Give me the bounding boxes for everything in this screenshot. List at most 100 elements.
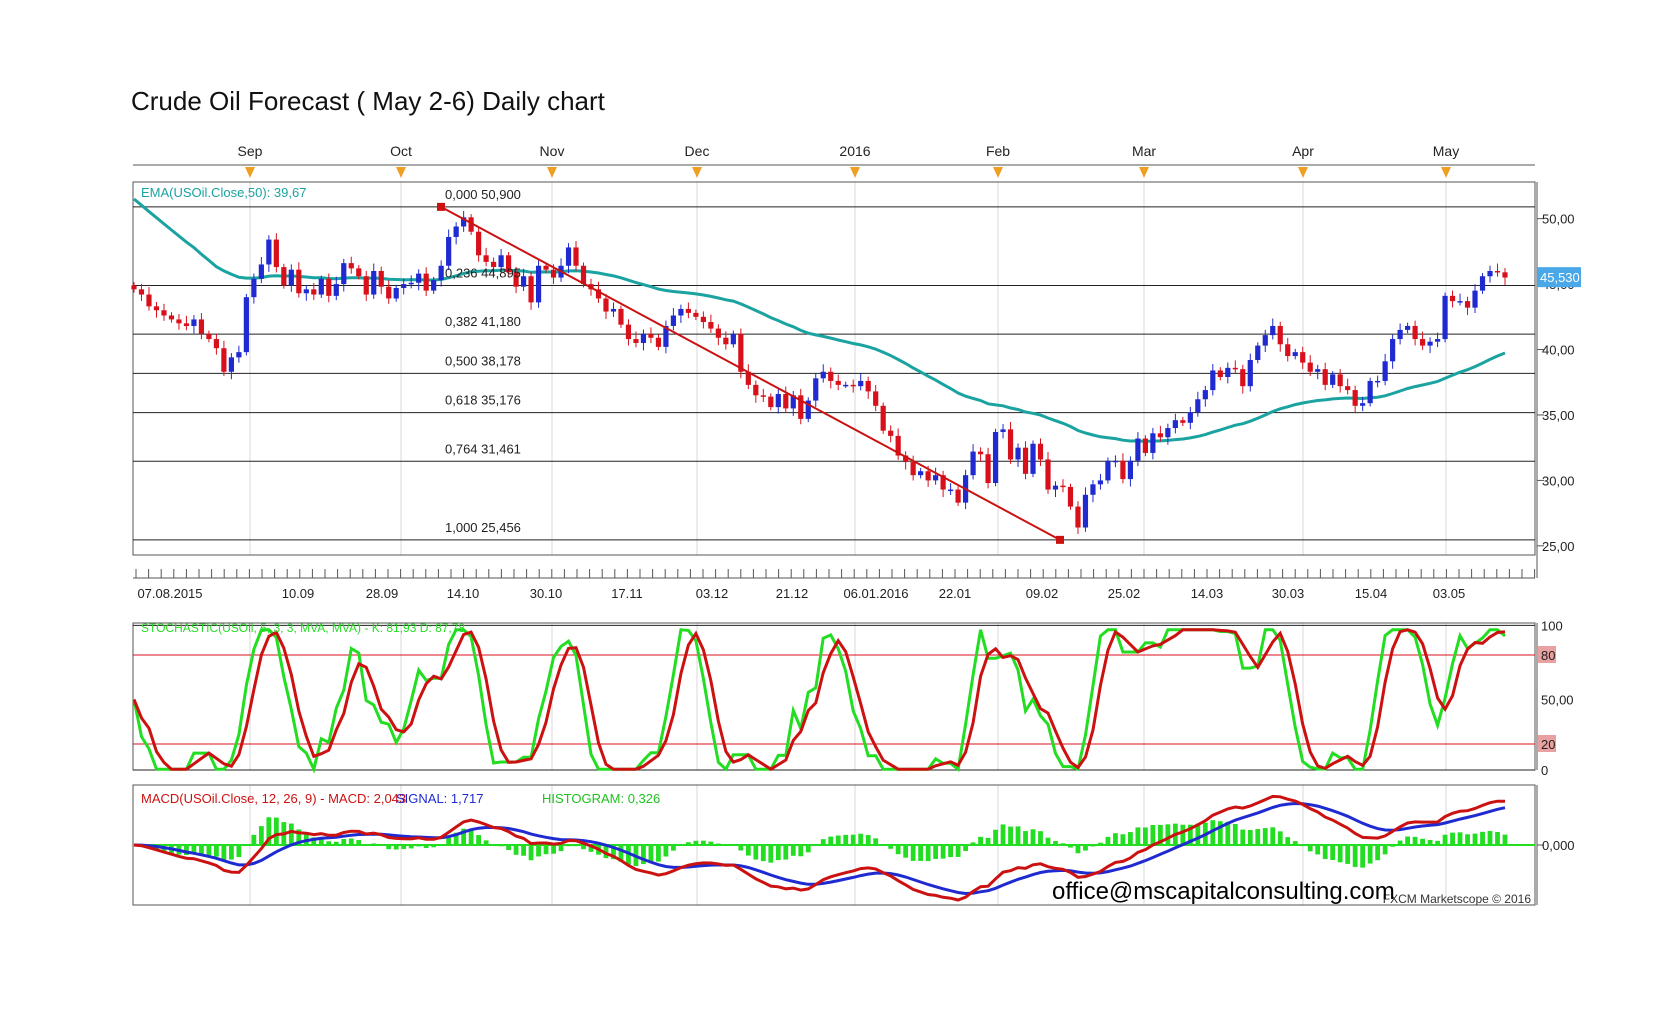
candle-body: [311, 289, 317, 295]
macd-histogram-bar: [228, 845, 234, 860]
macd-histogram-bar: [243, 845, 249, 846]
candle-body: [873, 391, 879, 406]
candle-body: [1217, 370, 1223, 378]
trendline-start-handle: [437, 202, 445, 211]
month-label: Feb: [986, 143, 1010, 159]
macd-histogram-bar: [970, 842, 976, 845]
date-tick-label: 25.02: [1108, 586, 1141, 601]
macd-histogram-bar: [1472, 833, 1478, 845]
month-marker: [1441, 167, 1451, 178]
candle-body: [198, 319, 205, 334]
date-tick-label: 17.11: [611, 586, 643, 601]
macd-histogram-bar: [1412, 836, 1418, 845]
candle-body: [977, 451, 984, 455]
candle-body: [618, 308, 624, 325]
candle-body: [1397, 329, 1403, 340]
candle-body: [790, 395, 796, 409]
candle-body: [925, 471, 931, 481]
date-tick-label: 30.10: [530, 586, 563, 601]
macd-signal-label: SIGNAL: 1,717: [396, 791, 483, 806]
stochastic-tick-label: 0: [1541, 763, 1548, 778]
candle-body: [258, 264, 264, 279]
candle-body: [273, 239, 279, 268]
macd-histogram-bar: [888, 845, 894, 849]
candle-body: [933, 475, 939, 481]
month-label: Mar: [1132, 143, 1156, 159]
candle-body: [416, 273, 422, 283]
macd-histogram-bar: [843, 834, 849, 845]
stochastic-label: STOCHASTIC(USOil, 5, 3, 3, MVA, MVA) - K…: [141, 621, 465, 635]
month-marker: [547, 167, 557, 178]
macd-histogram-bar: [663, 845, 669, 857]
candle-body: [775, 394, 781, 408]
macd-histogram-bar: [588, 845, 594, 852]
stochastic-d-line: [132, 628, 1506, 771]
macd-histogram-bar: [1315, 845, 1321, 855]
macd-histogram-bar: [1465, 834, 1470, 845]
month-marker: [396, 167, 406, 178]
candle-body: [985, 454, 991, 484]
candle-body: [685, 308, 691, 313]
macd-histogram-bar: [1157, 824, 1163, 845]
candle-body: [745, 371, 751, 385]
candle-body: [633, 339, 639, 343]
macd-histogram-bar: [1150, 825, 1156, 845]
macd-histogram-bar: [326, 841, 332, 845]
candle-body: [1232, 367, 1238, 370]
candle-body: [168, 315, 175, 320]
macd-label: MACD(USOil.Close, 12, 26, 9) - MACD: 2,0…: [141, 791, 406, 806]
macd-histogram-bar: [1397, 840, 1403, 845]
macd-histogram-bar: [700, 840, 706, 845]
macd-histogram-bar: [1480, 831, 1485, 845]
stochastic-k-line: [132, 628, 1506, 774]
macd-histogram-bar: [513, 845, 519, 855]
fibonacci-level-label: 0,000 50,900: [445, 187, 521, 202]
macd-histogram-bar: [1495, 831, 1500, 845]
macd-histogram-bar: [1300, 845, 1306, 847]
macd-histogram-bar: [1187, 824, 1193, 845]
macd-histogram-bar: [1442, 834, 1448, 845]
price-panel-frame: [132, 181, 1536, 556]
macd-histogram-bar: [543, 845, 549, 855]
month-marker: [993, 167, 1003, 178]
month-label: Sep: [238, 143, 263, 159]
macd-histogram-bar: [1068, 845, 1073, 848]
candle-body: [393, 288, 399, 299]
candle-body: [1277, 325, 1283, 345]
macd-histogram-bar: [416, 845, 422, 847]
candle-body: [296, 269, 302, 294]
candle-body: [1382, 361, 1388, 381]
macd-histogram-bar: [1352, 845, 1358, 867]
candle-body: [446, 236, 452, 266]
macd-histogram-bar: [438, 844, 444, 845]
candle-body: [723, 337, 729, 345]
macd-histogram-bar: [296, 829, 302, 845]
macd-histogram-bar: [963, 845, 968, 852]
macd-histogram-bar: [723, 845, 729, 846]
candle-body: [783, 394, 789, 409]
candle-body: [281, 267, 287, 286]
candle-body: [221, 348, 227, 372]
macd-histogram-bar: [715, 843, 721, 845]
macd-histogram-bar: [356, 840, 362, 845]
macd-histogram-bar: [828, 836, 834, 845]
candle-body: [228, 357, 234, 372]
macd-histogram-bar: [483, 840, 489, 845]
candle-body: [1457, 301, 1463, 303]
macd-histogram-bar: [790, 845, 796, 856]
macd-histogram-bar: [1345, 845, 1351, 864]
price-tick-label: 40,00: [1542, 343, 1575, 358]
candle-body: [1322, 369, 1328, 385]
candle-body: [513, 272, 519, 287]
candle-body: [1307, 362, 1313, 372]
candle-body: [565, 247, 572, 266]
candle-body: [1337, 374, 1343, 387]
candle-body: [408, 282, 414, 285]
candle-body: [371, 270, 377, 295]
date-tick-label: 22.01: [939, 586, 972, 601]
candle-body: [1075, 506, 1081, 528]
candle-body: [1255, 345, 1261, 360]
macd-histogram-bar: [798, 845, 804, 857]
candle-body: [363, 276, 369, 295]
candle-body: [610, 308, 617, 312]
